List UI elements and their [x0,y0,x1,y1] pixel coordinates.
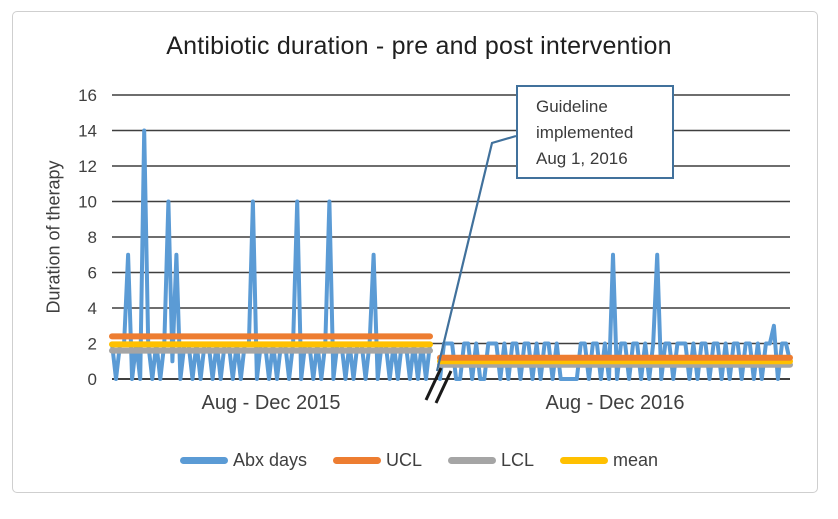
y-tick-label: 8 [88,228,97,247]
data-series [109,128,793,381]
ucl-line-swatch-icon [332,457,381,464]
y-tick-label: 10 [78,193,97,212]
y-axis-tick-labels: 0 2 4 6 8 10 12 14 16 [78,86,97,389]
legend-item-lcl: LCL [448,450,534,471]
legend-item-ucl: UCL [332,450,422,471]
legend-label: Abx days [232,450,307,470]
y-tick-label: 16 [78,86,97,105]
annotation-text-line: implemented [536,123,634,142]
annotation-leader-line [435,134,517,372]
annotation-callout: Guideline implemented Aug 1, 2016 [516,85,674,179]
abx-days-line-swatch-icon [179,457,228,464]
x-axis-label-period1: Aug - Dec 2015 [201,392,341,414]
lcl-line-swatch-icon [448,457,496,464]
y-tick-label: 2 [88,335,97,354]
abx-days-series-line [110,128,432,381]
annotation-text-line: Guideline [536,97,608,116]
y-tick-label: 0 [88,370,97,389]
annotation-text-line: Aug 1, 2016 [536,149,628,168]
legend-item-abx-days: Abx days [179,450,307,471]
legend-label: UCL [385,450,422,470]
y-tick-label: 14 [78,122,97,141]
x-axis-label-period2: Aug - Dec 2016 [545,392,685,414]
legend-label: LCL [501,450,535,470]
legend-label: mean [613,450,659,470]
y-tick-label: 4 [88,299,97,318]
y-tick-label: 12 [78,157,97,176]
chart-title: Antibiotic duration - pre and post inter… [166,32,672,60]
legend-item-mean: mean [560,450,658,471]
chart-legend: Abx days UCL LCL mean [0,450,838,471]
axis-break-icon [424,367,453,404]
y-tick-label: 6 [88,264,97,283]
mean-line-swatch-icon [560,457,609,464]
